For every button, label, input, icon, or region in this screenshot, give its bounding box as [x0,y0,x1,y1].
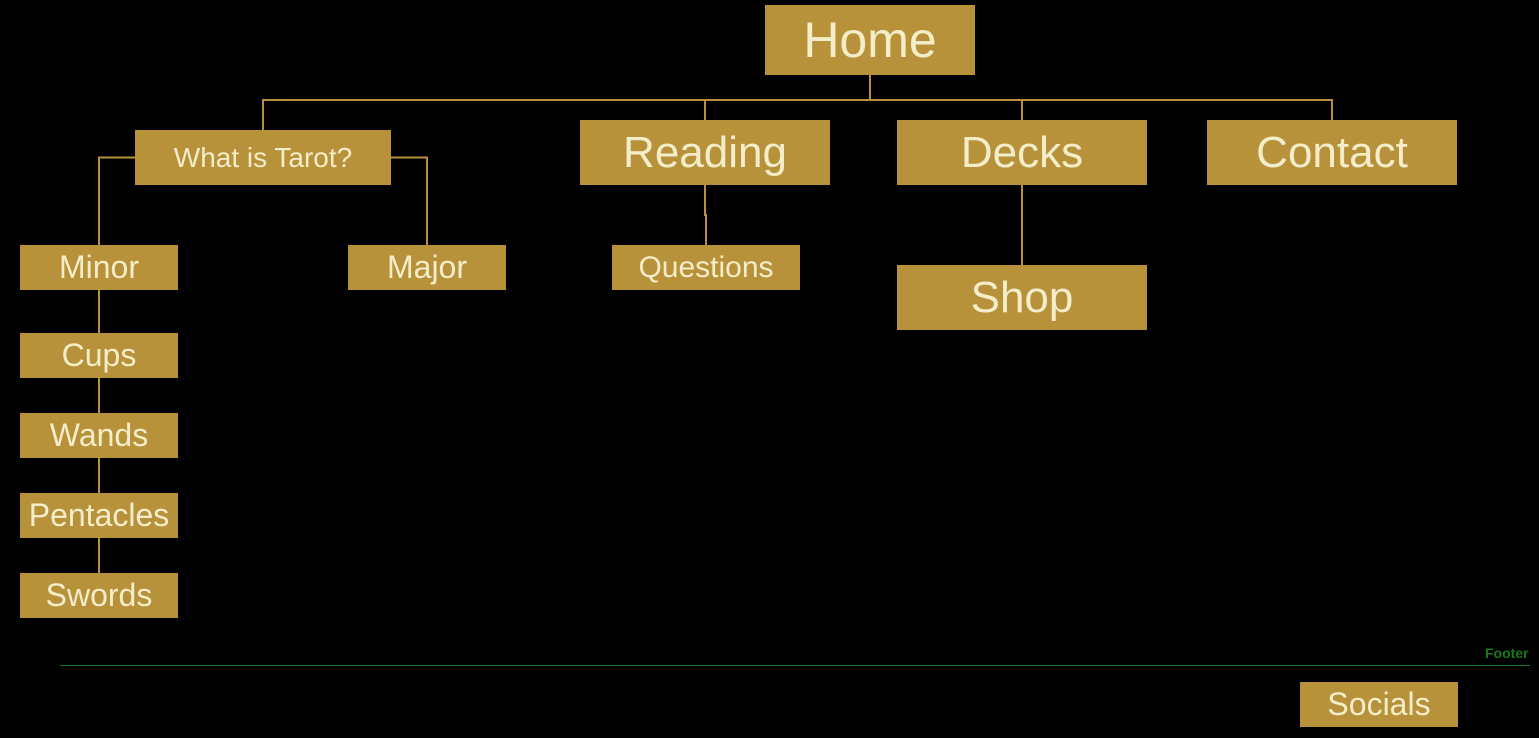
node-cups: Cups [20,333,178,378]
node-decks: Decks [897,120,1147,185]
sitemap-edges [0,0,1539,738]
edge-tarot-major [391,158,427,246]
node-major: Major [348,245,506,290]
edge-tarot-minor [99,158,135,246]
node-wands: Wands [20,413,178,458]
node-pentacles: Pentacles [20,493,178,538]
edge-home-decks [870,75,1022,120]
node-contact: Contact [1207,120,1457,185]
node-socials: Socials [1300,682,1458,727]
node-minor: Minor [20,245,178,290]
node-reading: Reading [580,120,830,185]
node-swords: Swords [20,573,178,618]
node-home: Home [765,5,975,75]
footer-divider [60,665,1530,666]
node-shop: Shop [897,265,1147,330]
node-tarot: What is Tarot? [135,130,391,185]
node-questions: Questions [612,245,800,290]
edge-home-contact [870,75,1332,120]
edge-reading-questions [705,185,706,245]
edge-home-reading [705,75,870,120]
footer-label: Footer [1485,645,1529,661]
